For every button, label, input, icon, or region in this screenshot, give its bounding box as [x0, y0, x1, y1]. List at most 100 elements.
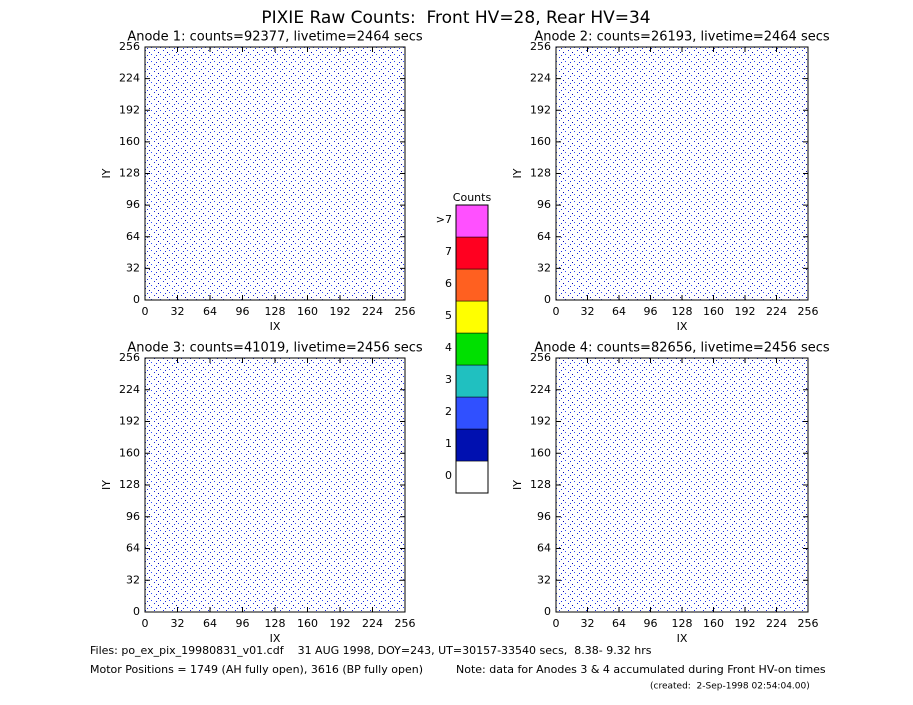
- y-tick-label: 192: [119, 103, 140, 116]
- x-tick-label: 32: [581, 617, 595, 630]
- x-tick-label: 256: [395, 617, 416, 630]
- y-tick-label: 32: [537, 573, 551, 586]
- x-tick-label: 128: [672, 617, 693, 630]
- x-tick-label: 96: [644, 305, 658, 318]
- x-tick-label: 0: [142, 617, 149, 630]
- x-tick-label: 192: [330, 305, 351, 318]
- y-tick-label: 64: [537, 230, 551, 243]
- panel-title: Anode 1: counts=92377, livetime=2464 sec…: [127, 30, 423, 45]
- colorbar-label: 6: [445, 277, 452, 290]
- x-tick-label: 64: [203, 617, 217, 630]
- page-title: PIXIE Raw Counts: Front HV=28, Rear HV=3…: [261, 8, 650, 28]
- y-tick-label: 128: [530, 167, 551, 180]
- y-tick-label: 32: [126, 261, 140, 274]
- y-tick-label: 256: [119, 351, 140, 364]
- colorbar-label: 7: [445, 245, 452, 258]
- panel-title: Anode 3: counts=41019, livetime=2456 sec…: [127, 341, 423, 356]
- x-tick-label: 192: [735, 305, 756, 318]
- y-tick-label: 160: [530, 446, 551, 459]
- y-tick-label: 256: [530, 351, 551, 364]
- x-tick-label: 224: [766, 305, 787, 318]
- colorbar-cell: [455, 460, 489, 494]
- y-tick-label: 0: [544, 605, 551, 618]
- footer-motor: Motor Positions = 1749 (AH fully open), …: [90, 663, 423, 676]
- x-tick-label: 160: [703, 617, 724, 630]
- y-tick-label: 128: [530, 478, 551, 491]
- y-axis-label: IY: [100, 168, 113, 178]
- x-tick-label: 192: [330, 617, 351, 630]
- y-tick-label: 160: [119, 135, 140, 148]
- y-tick-label: 64: [126, 230, 140, 243]
- colorbar-cell: [455, 364, 489, 398]
- y-tick-label: 32: [126, 573, 140, 586]
- y-tick-label: 192: [530, 415, 551, 428]
- y-tick-label: 32: [537, 261, 551, 274]
- panel-title: Anode 2: counts=26193, livetime=2464 sec…: [534, 30, 830, 45]
- x-tick-label: 128: [265, 617, 286, 630]
- x-tick-label: 32: [171, 617, 185, 630]
- colorbar-title: Counts: [453, 191, 492, 204]
- y-tick-label: 256: [119, 40, 140, 53]
- panel-title: Anode 4: counts=82656, livetime=2456 sec…: [534, 341, 830, 356]
- plot-texture: [556, 358, 808, 612]
- x-tick-label: 256: [798, 305, 819, 318]
- x-tick-label: 128: [672, 305, 693, 318]
- colorbar-label: 3: [445, 373, 452, 386]
- colorbar-cell: [455, 332, 489, 366]
- x-tick-label: 64: [612, 305, 626, 318]
- colorbar-cell: [455, 204, 489, 238]
- colorbar-label: >7: [436, 213, 452, 226]
- y-tick-label: 0: [544, 293, 551, 306]
- x-tick-label: 0: [553, 617, 560, 630]
- colorbar-cell: [455, 396, 489, 430]
- x-tick-label: 0: [142, 305, 149, 318]
- y-tick-label: 64: [126, 542, 140, 555]
- colorbar-cell: [455, 236, 489, 270]
- x-tick-label: 160: [703, 305, 724, 318]
- y-tick-label: 96: [126, 198, 140, 211]
- colorbar-label: 1: [445, 437, 452, 450]
- plot-texture: [145, 358, 405, 612]
- y-tick-label: 160: [119, 446, 140, 459]
- colorbar-cell: [455, 428, 489, 462]
- x-tick-label: 224: [362, 305, 383, 318]
- y-tick-label: 96: [537, 510, 551, 523]
- x-axis-label: IX: [677, 632, 688, 645]
- x-tick-label: 256: [395, 305, 416, 318]
- x-axis-label: IX: [270, 320, 281, 333]
- colorbar-label: 2: [445, 405, 452, 418]
- x-tick-label: 256: [798, 617, 819, 630]
- y-tick-label: 0: [133, 605, 140, 618]
- x-tick-label: 192: [735, 617, 756, 630]
- footer-files: Files: po_ex_pix_19980831_v01.cdf 31 AUG…: [90, 644, 652, 657]
- x-tick-label: 224: [362, 617, 383, 630]
- colorbar-cell: [455, 268, 489, 302]
- x-axis-label: IX: [270, 632, 281, 645]
- footer-created: (created: 2-Sep-1998 02:54:04.00): [650, 682, 810, 692]
- y-tick-label: 128: [119, 167, 140, 180]
- colorbar-label: 4: [445, 341, 452, 354]
- x-tick-label: 96: [644, 617, 658, 630]
- colorbar-label: 5: [445, 309, 452, 322]
- plot-texture: [145, 47, 405, 300]
- x-tick-label: 64: [612, 617, 626, 630]
- y-tick-label: 192: [530, 103, 551, 116]
- y-tick-label: 64: [537, 542, 551, 555]
- y-tick-label: 160: [530, 135, 551, 148]
- y-tick-label: 224: [530, 72, 551, 85]
- colorbar-label: 0: [445, 469, 452, 482]
- x-tick-label: 96: [236, 305, 250, 318]
- colorbar-cell: [455, 300, 489, 334]
- y-tick-label: 96: [537, 198, 551, 211]
- colorbar-frame: [455, 204, 489, 494]
- plot-texture: [556, 47, 808, 300]
- y-tick-label: 224: [119, 383, 140, 396]
- y-tick-label: 0: [133, 293, 140, 306]
- x-tick-label: 224: [766, 617, 787, 630]
- y-axis-label: IY: [100, 480, 113, 490]
- x-tick-label: 64: [203, 305, 217, 318]
- y-tick-label: 96: [126, 510, 140, 523]
- x-tick-label: 0: [553, 305, 560, 318]
- y-tick-label: 224: [119, 72, 140, 85]
